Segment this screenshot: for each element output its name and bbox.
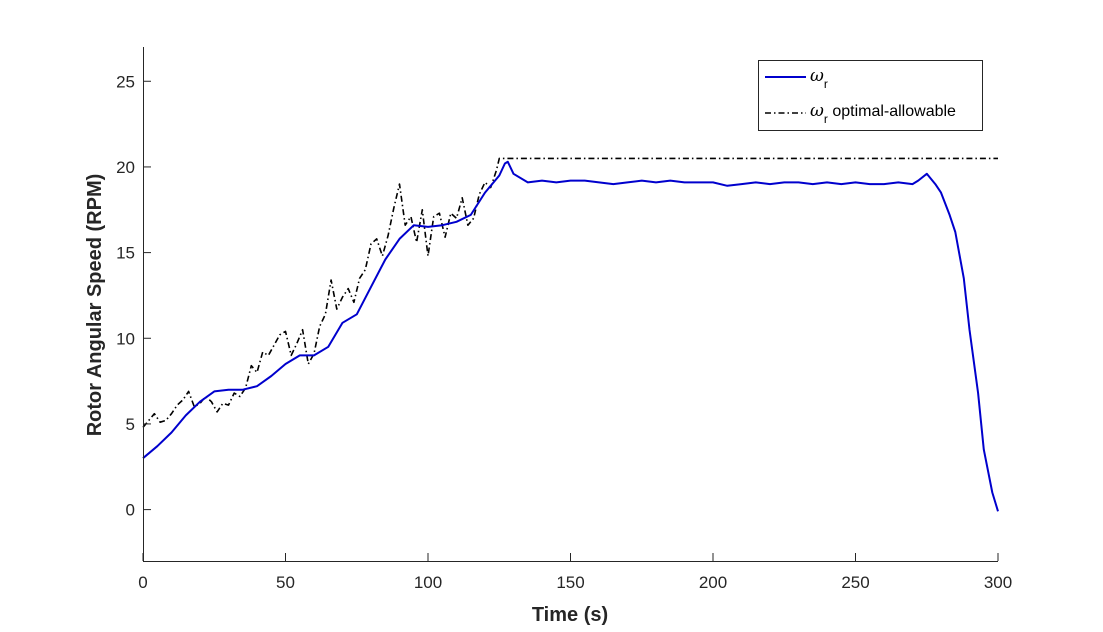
- legend-symbol-series-1: ω: [810, 66, 824, 86]
- x-tick-label: 200: [699, 573, 727, 592]
- y-tick-label: 0: [126, 501, 135, 520]
- y-axis-title: Rotor Angular Speed (RPM): [84, 174, 106, 437]
- y-ticks: 0 5 10 15 20 25: [116, 72, 151, 520]
- x-tick-label: 0: [138, 573, 147, 592]
- legend-label-series-2: ωr optimal-allowable: [810, 101, 956, 126]
- x-tick-label: 150: [556, 573, 584, 592]
- x-axis-title: Time (s): [532, 604, 608, 626]
- legend-label-series-1: ωr: [810, 66, 828, 91]
- x-tick-label: 250: [841, 573, 869, 592]
- x-tick-label: 300: [984, 573, 1012, 592]
- legend: ωr ωr optimal-allowable: [758, 60, 983, 131]
- y-tick-label: 5: [126, 415, 135, 434]
- y-tick-label: 15: [116, 244, 135, 263]
- y-tick-label: 20: [116, 158, 135, 177]
- y-tick-label: 25: [116, 72, 135, 91]
- axes: [143, 47, 998, 562]
- legend-symbol-series-2: ω: [810, 101, 824, 121]
- legend-subscript-series-2: r: [824, 112, 828, 126]
- y-tick-label: 10: [116, 329, 135, 348]
- legend-subscript-series-1: r: [824, 77, 828, 91]
- plot-lines: [142, 157, 999, 512]
- x-tick-label: 100: [414, 573, 442, 592]
- x-tick-label: 50: [276, 573, 295, 592]
- x-ticks: 0 50 100 150 200 250 300: [138, 553, 1012, 592]
- legend-suffix-series-2: optimal-allowable: [828, 103, 956, 120]
- legend-box: [758, 60, 983, 131]
- series-line-omega-r: [142, 160, 999, 512]
- series-line-omega-r-optimal-allowable: [142, 157, 998, 428]
